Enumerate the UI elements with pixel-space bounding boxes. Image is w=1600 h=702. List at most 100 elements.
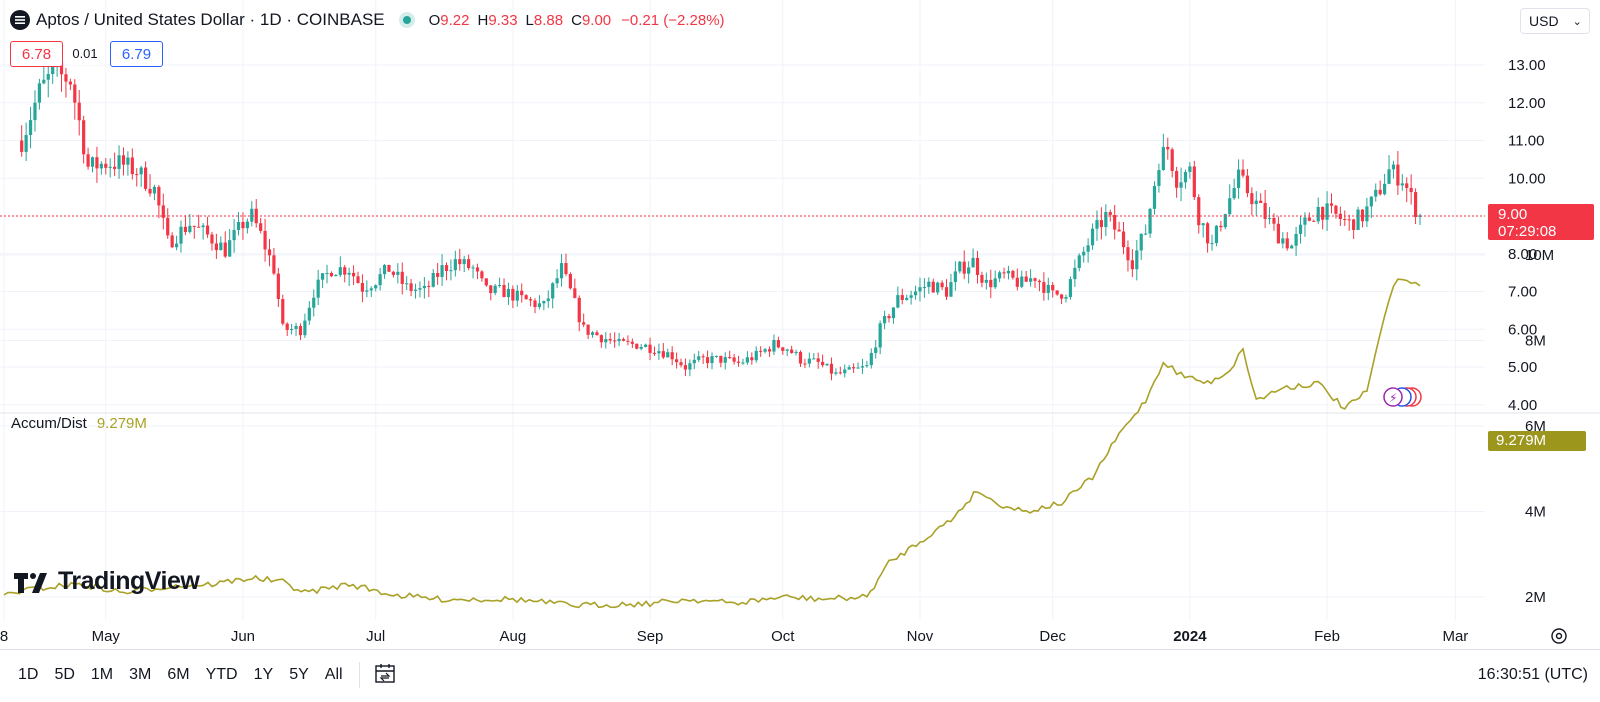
candle-body bbox=[312, 297, 316, 308]
range-5d-button[interactable]: 5D bbox=[46, 660, 82, 690]
candle-body bbox=[250, 208, 254, 222]
symbol-title[interactable]: Aptos / United States Dollar · 1D · COIN… bbox=[36, 10, 385, 29]
tradingview-logo[interactable]: TradingView bbox=[14, 567, 200, 596]
candle-body bbox=[537, 303, 542, 308]
range-3m-button[interactable]: 3M bbox=[121, 660, 159, 690]
candle-body bbox=[210, 234, 214, 244]
time-tick-label: Jul bbox=[366, 628, 385, 645]
candle-body bbox=[971, 257, 975, 268]
candle-body bbox=[1002, 272, 1006, 274]
time-tick-label: Aug bbox=[500, 628, 527, 645]
candle-body bbox=[1068, 279, 1073, 298]
candle-body bbox=[1365, 206, 1369, 222]
buy-price-button[interactable]: 6.79 bbox=[110, 41, 163, 67]
utc-clock[interactable]: 16:30:51 (UTC) bbox=[1477, 666, 1588, 683]
candle-body bbox=[1042, 282, 1046, 293]
range-ytd-button[interactable]: YTD bbox=[198, 660, 246, 690]
candle-body bbox=[865, 365, 869, 367]
range-5y-button[interactable]: 5Y bbox=[281, 660, 317, 690]
candle-body bbox=[188, 225, 192, 233]
candle-body bbox=[652, 352, 657, 354]
range-1y-button[interactable]: 1Y bbox=[246, 660, 282, 690]
go-to-date-button[interactable] bbox=[368, 660, 402, 690]
candle-body bbox=[1006, 270, 1011, 274]
candle-body bbox=[214, 243, 218, 251]
candle-body bbox=[475, 267, 480, 272]
price-axis[interactable]: 13.00 12.00 11.00 10.00 8.00 7.00 6.00 5.00 4.00 bbox=[1508, 57, 1546, 414]
event-markers[interactable]: ⚡ bbox=[1383, 387, 1422, 407]
candlestick-series bbox=[20, 45, 1422, 381]
candle-body bbox=[701, 356, 705, 358]
range-1m-button[interactable]: 1M bbox=[83, 660, 121, 690]
candle-body bbox=[42, 79, 46, 84]
indicator-name[interactable]: Accum/Dist bbox=[11, 415, 87, 432]
candle-body bbox=[259, 223, 263, 231]
candle-body bbox=[396, 271, 400, 275]
candle-body bbox=[1188, 166, 1192, 172]
candle-body bbox=[630, 341, 634, 344]
candle-body bbox=[613, 340, 617, 342]
candle-body bbox=[1095, 220, 1099, 229]
candle-body bbox=[1400, 183, 1404, 186]
candle-body bbox=[374, 285, 378, 289]
range-1d-button[interactable]: 1D bbox=[10, 660, 46, 690]
candle-body bbox=[161, 205, 165, 218]
time-tick-label: 2024 bbox=[1173, 628, 1207, 645]
candle-body bbox=[1055, 290, 1059, 295]
candle-body bbox=[228, 240, 232, 257]
candle-body bbox=[33, 102, 37, 121]
indicator-axis[interactable]: 10M 8M 6M 4M 2M bbox=[1525, 247, 1554, 606]
candle-body bbox=[1073, 267, 1077, 280]
candle-body bbox=[440, 265, 444, 277]
candle-body bbox=[99, 163, 103, 169]
time-axis[interactable]: 8 May Jun Jul Aug Sep Oct Nov Dec 2024 Feb Mar bbox=[0, 628, 1468, 645]
candle-body bbox=[635, 343, 639, 349]
candle-body bbox=[1298, 224, 1303, 234]
candle-body bbox=[1374, 189, 1378, 197]
lightning-icon[interactable] bbox=[1383, 387, 1403, 407]
candle-body bbox=[1378, 189, 1382, 195]
candle-body bbox=[1020, 276, 1024, 287]
candle-body bbox=[661, 351, 665, 358]
candle-body bbox=[781, 347, 785, 351]
currency-select[interactable]: USD ⌄ bbox=[1520, 8, 1590, 34]
sell-price-button[interactable]: 6.78 bbox=[10, 41, 63, 67]
candle-body bbox=[59, 63, 64, 75]
candle-body bbox=[528, 299, 533, 301]
candle-body bbox=[303, 320, 307, 336]
settings-gear-icon[interactable] bbox=[1551, 628, 1567, 644]
candle-body bbox=[745, 357, 749, 363]
indicator-legend[interactable]: Accum/Dist 9.279M bbox=[11, 415, 147, 432]
candle-body bbox=[170, 235, 174, 248]
candle-body bbox=[1024, 276, 1028, 282]
candle-body bbox=[201, 225, 205, 228]
candle-body bbox=[675, 359, 679, 363]
range-all-button[interactable]: All bbox=[317, 660, 351, 690]
currency-label: USD bbox=[1529, 13, 1559, 29]
bar-countdown: 07:29:08 bbox=[1498, 223, 1557, 240]
candle-body bbox=[73, 84, 77, 103]
candle-body bbox=[644, 344, 648, 347]
candle-body bbox=[135, 174, 139, 176]
candle-body bbox=[506, 288, 511, 298]
candle-body bbox=[1064, 297, 1068, 299]
price-tick-label: 10.00 bbox=[1508, 170, 1546, 187]
candle-body bbox=[1117, 229, 1121, 232]
candle-body bbox=[334, 275, 338, 277]
market-status-icon[interactable] bbox=[402, 16, 411, 24]
ohlc-open: O9.22 bbox=[428, 11, 470, 29]
ohlc-high: H9.33 bbox=[477, 11, 518, 29]
candle-body bbox=[1290, 245, 1294, 249]
range-6m-button[interactable]: 6M bbox=[159, 660, 197, 690]
candle-body bbox=[436, 272, 440, 277]
candle-body bbox=[520, 290, 524, 296]
candle-body bbox=[126, 157, 130, 165]
candle-body bbox=[1130, 260, 1134, 270]
candle-body bbox=[847, 367, 851, 370]
candle-body bbox=[498, 284, 502, 286]
candle-body bbox=[852, 367, 856, 369]
candle-body bbox=[378, 274, 382, 286]
candle-body bbox=[1267, 217, 1272, 219]
candle-body bbox=[754, 350, 758, 361]
